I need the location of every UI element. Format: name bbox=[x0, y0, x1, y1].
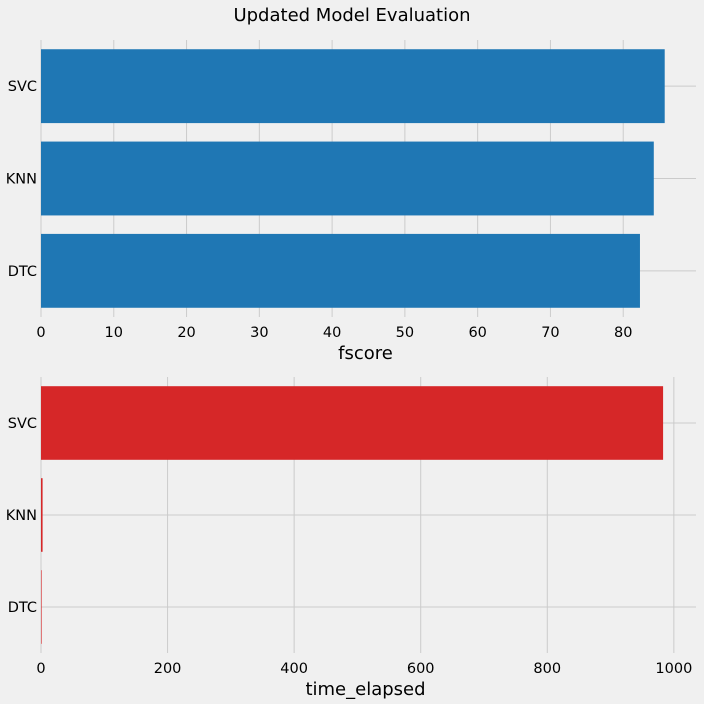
y-tick-label: KNN bbox=[6, 508, 37, 524]
x-tick-label: 40 bbox=[323, 325, 341, 341]
x-tick-label: 20 bbox=[177, 325, 195, 341]
x-tick-label: 70 bbox=[541, 325, 559, 341]
y-tick-label: DTC bbox=[8, 264, 37, 280]
fscore-chart: DTC KNN SVC 0 10 20 30 40 50 60 70 80 fscore bbox=[6, 40, 696, 364]
y-tick-label: KNN bbox=[6, 172, 37, 188]
y-tick-label: SVC bbox=[8, 79, 37, 95]
bar-knn bbox=[41, 478, 43, 552]
x-tick-label: 0 bbox=[36, 325, 45, 341]
bar-knn bbox=[41, 141, 654, 216]
x-axis-label: fscore bbox=[338, 343, 393, 364]
y-tick-label: DTC bbox=[8, 600, 37, 616]
x-tick-label: 0 bbox=[36, 661, 45, 677]
x-tick-label: 600 bbox=[407, 661, 435, 677]
x-tick-label: 50 bbox=[396, 325, 414, 341]
x-tick-label: 80 bbox=[614, 325, 632, 341]
x-tick-label: 400 bbox=[280, 661, 308, 677]
x-tick-label: 1000 bbox=[655, 661, 692, 677]
x-tick-label: 800 bbox=[533, 661, 561, 677]
bar-svc bbox=[41, 49, 665, 124]
time-elapsed-chart: DTC KNN SVC 0 200 400 600 800 1000 time_elapsed bbox=[6, 377, 696, 700]
x-tick-label: 10 bbox=[105, 325, 123, 341]
y-tick-label: SVC bbox=[8, 416, 37, 432]
bar-dtc bbox=[41, 233, 640, 308]
x-tick-label: 200 bbox=[154, 661, 182, 677]
x-axis-label: time_elapsed bbox=[305, 679, 425, 700]
x-tick-label: 60 bbox=[468, 325, 486, 341]
bar-dtc bbox=[41, 570, 42, 644]
x-tick-label: 30 bbox=[250, 325, 268, 341]
bar-svc bbox=[41, 386, 664, 460]
figure-title: Updated Model Evaluation bbox=[233, 5, 470, 26]
